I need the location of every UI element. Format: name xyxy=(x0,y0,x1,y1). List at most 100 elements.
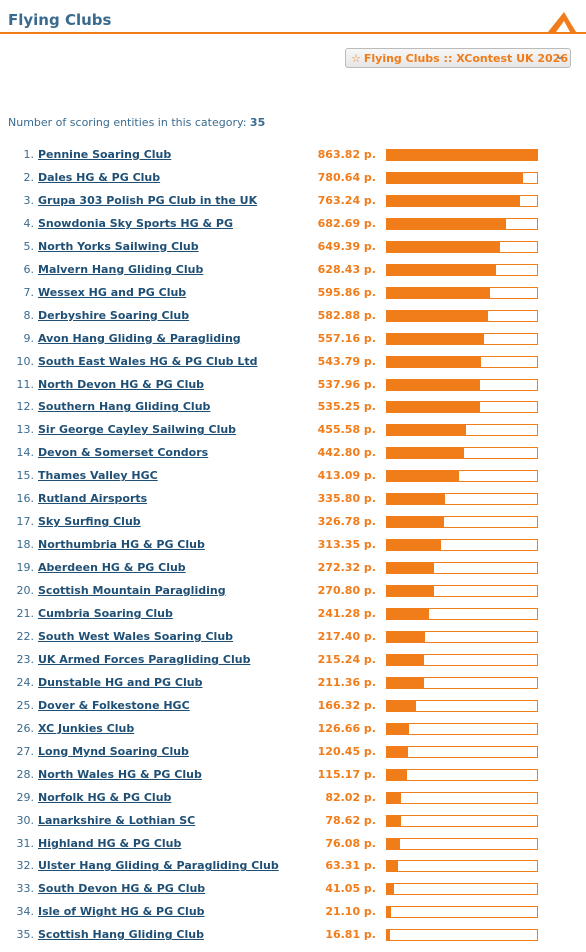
club-points: 78.62 p. xyxy=(325,813,376,827)
entity-count-value: 35 xyxy=(249,116,266,129)
table-row: 28. North Wales HG & PG Club 115.17 p. xyxy=(0,768,586,788)
score-bar-fill xyxy=(387,218,506,229)
club-points: 41.05 p. xyxy=(325,882,376,896)
table-row: 1. Pennine Soaring Club 863.82 p. xyxy=(0,148,586,168)
club-name-link[interactable]: Sir George Cayley Sailwing Club xyxy=(38,423,237,437)
club-name-link[interactable]: Derbyshire Soaring Club xyxy=(38,308,190,322)
club-name-link[interactable]: Scottish Mountain Paragliding xyxy=(38,584,226,598)
club-name-link[interactable]: South Devon HG & PG Club xyxy=(38,882,206,896)
rank-number: 30. xyxy=(16,813,35,827)
club-name-link[interactable]: Pennine Soaring Club xyxy=(38,148,172,161)
club-name-link[interactable]: Aberdeen HG & PG Club xyxy=(38,561,186,575)
club-name-link[interactable]: South West Wales Soaring Club xyxy=(38,629,234,643)
score-bar xyxy=(386,171,538,184)
rank-number: 23. xyxy=(16,652,35,666)
score-bar xyxy=(386,608,538,620)
club-points: 126.66 p. xyxy=(317,721,376,735)
score-bar-fill xyxy=(387,884,394,895)
rank-number: 18. xyxy=(16,538,35,552)
score-bar xyxy=(386,722,538,735)
score-bar xyxy=(386,424,538,437)
club-name-link[interactable]: Sky Surfing Club xyxy=(38,515,141,529)
club-name-link[interactable]: North Devon HG & PG Club xyxy=(38,377,205,391)
score-bar xyxy=(386,768,538,781)
club-name-link[interactable]: Malvern Hang Gliding Club xyxy=(38,262,204,276)
rank-number: 6. xyxy=(23,262,35,276)
score-bar xyxy=(386,929,538,942)
score-bar-fill xyxy=(387,930,390,941)
score-bar-fill xyxy=(387,517,444,528)
club-name-link[interactable]: Rutland Airsports xyxy=(38,492,148,506)
club-name-link[interactable]: Devon & Somerset Condors xyxy=(38,446,209,460)
category-select[interactable]: ☆ Flying Clubs :: XContest UK 2026 ⌄ xyxy=(345,48,571,68)
rank-number: 35. xyxy=(16,928,35,942)
rank-number: 32. xyxy=(16,859,35,873)
club-name-link[interactable]: Avon Hang Gliding & Paragliding xyxy=(38,331,241,345)
rank-number: 2. xyxy=(23,170,35,184)
rank-number: 19. xyxy=(16,561,35,575)
club-points: 313.35 p. xyxy=(317,538,376,552)
club-name-link[interactable]: Dover & Folkestone HGC xyxy=(38,698,190,712)
club-name-link[interactable]: North Yorks Sailwing Club xyxy=(38,239,199,253)
score-bar xyxy=(386,860,538,873)
club-points: 455.58 p. xyxy=(317,423,376,437)
club-name-link[interactable]: XC Junkies Club xyxy=(38,721,135,735)
chevron-down-icon: ⌄ xyxy=(555,51,564,62)
club-name-link[interactable]: Grupa 303 Polish PG Club in the UK xyxy=(38,193,258,207)
club-name-link[interactable]: UK Armed Forces Paragliding Club xyxy=(38,652,251,666)
score-bar xyxy=(386,240,538,253)
score-bar xyxy=(386,378,538,391)
club-name-link[interactable]: Southern Hang Gliding Club xyxy=(38,400,211,414)
club-name-link[interactable]: North Wales HG & PG Club xyxy=(38,767,202,781)
club-points: 211.36 p. xyxy=(317,675,376,689)
table-row: 18. Northumbria HG & PG Club 313.35 p. xyxy=(0,538,586,558)
club-points: 537.96 p. xyxy=(317,377,376,391)
rank-number: 29. xyxy=(16,790,35,804)
table-row: 5. North Yorks Sailwing Club 649.39 p. xyxy=(0,240,586,260)
club-points: 595.86 p. xyxy=(317,285,376,299)
rank-number: 27. xyxy=(16,744,35,758)
table-row: 35. Scottish Hang Gliding Club 16.81 p. xyxy=(0,928,586,948)
score-bar-fill xyxy=(387,195,520,206)
club-name-link[interactable]: Norfolk HG & PG Club xyxy=(38,790,172,804)
club-name-link[interactable]: Long Mynd Soaring Club xyxy=(38,744,189,758)
club-name-link[interactable]: Ulster Hang Gliding & Paragliding Club xyxy=(38,859,279,873)
club-name-link[interactable]: Highland HG & PG Club xyxy=(38,836,182,850)
rank-number: 28. xyxy=(16,767,35,781)
club-name-link[interactable]: Wessex HG and PG Club xyxy=(38,285,187,299)
club-name-link[interactable]: Cumbria Soaring Club xyxy=(38,607,173,620)
rank-number: 17. xyxy=(16,515,35,529)
club-name-link[interactable]: Dales HG & PG Club xyxy=(38,170,161,184)
club-name-link[interactable]: Lanarkshire & Lothian SC xyxy=(38,813,196,827)
club-points: 120.45 p. xyxy=(317,744,376,758)
table-row: 33. South Devon HG & PG Club 41.05 p. xyxy=(0,882,586,902)
club-name-link[interactable]: Snowdonia Sky Sports HG & PG xyxy=(38,216,233,230)
table-row: 7. Wessex HG and PG Club 595.86 p. xyxy=(0,286,586,306)
club-name-link[interactable]: Thames Valley HGC xyxy=(38,469,158,483)
score-bar xyxy=(386,676,538,689)
score-bar xyxy=(386,286,538,299)
club-name-link[interactable]: Scottish Hang Gliding Club xyxy=(38,928,204,942)
rank-number: 1. xyxy=(23,148,35,161)
club-points: 863.82 p. xyxy=(317,148,376,161)
score-bar-fill xyxy=(387,838,400,849)
table-row: 27. Long Mynd Soaring Club 120.45 p. xyxy=(0,745,586,765)
score-bar-fill xyxy=(387,746,408,757)
rank-number: 21. xyxy=(16,607,35,620)
score-bar-fill xyxy=(387,769,407,780)
score-bar-fill xyxy=(387,861,398,872)
club-name-link[interactable]: Northumbria HG & PG Club xyxy=(38,538,205,552)
score-bar-fill xyxy=(387,287,490,298)
rank-number: 9. xyxy=(23,331,35,345)
score-bar xyxy=(386,814,538,827)
club-name-link[interactable]: Isle of Wight HG & PG Club xyxy=(38,905,205,919)
table-row: 12. Southern Hang Gliding Club 535.25 p. xyxy=(0,400,586,420)
club-name-link[interactable]: Dunstable HG and PG Club xyxy=(38,675,203,689)
club-points: 76.08 p. xyxy=(325,836,376,850)
club-name-link[interactable]: South East Wales HG & PG Club Ltd xyxy=(38,354,258,368)
score-bar xyxy=(386,791,538,804)
table-row: 3. Grupa 303 Polish PG Club in the UK 763.… xyxy=(0,194,586,214)
rank-number: 3. xyxy=(23,193,35,207)
rank-number: 26. xyxy=(16,721,35,735)
table-row: 25. Dover & Folkestone HGC 166.32 p. xyxy=(0,699,586,719)
